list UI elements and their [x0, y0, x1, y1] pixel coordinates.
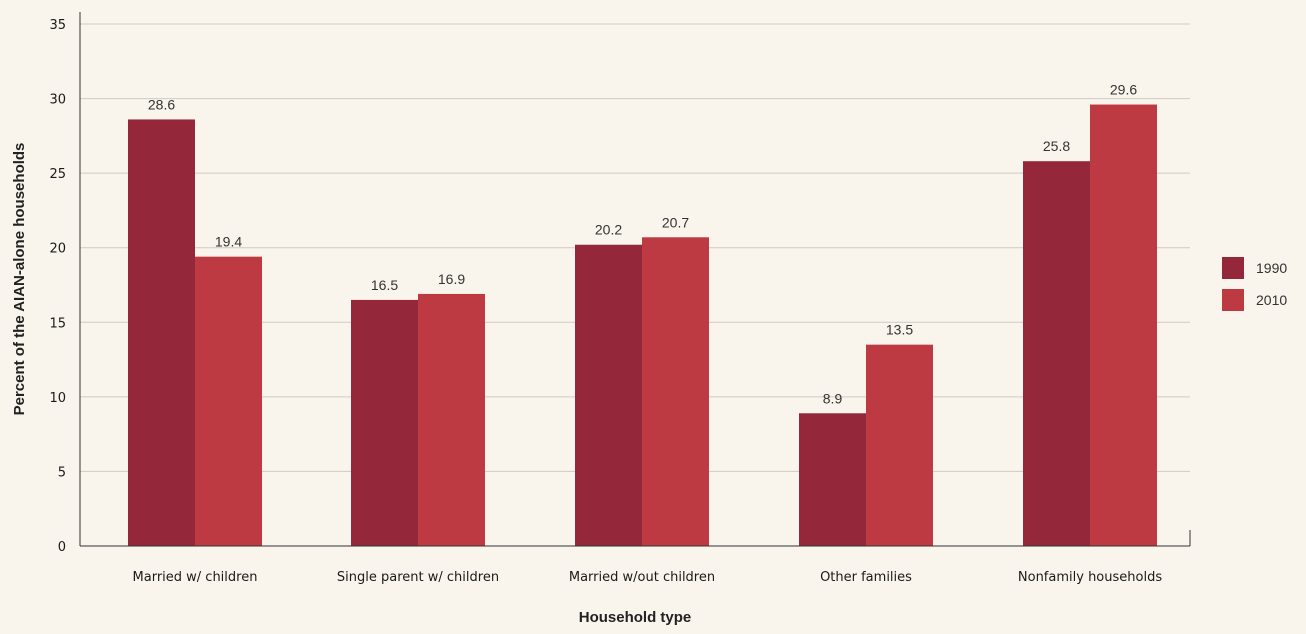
bar-value-label: 29.6 — [1110, 82, 1137, 98]
bar-2010 — [642, 237, 709, 546]
bar-value-label: 25.8 — [1043, 138, 1070, 154]
legend: 1990 2010 — [1222, 257, 1287, 311]
axes — [79, 12, 1191, 547]
bar-value-label: 20.2 — [595, 222, 622, 238]
bar-1990 — [1023, 161, 1090, 546]
x-category-labels: Married w/ children Single parent w/ chil… — [133, 570, 1163, 585]
x-category-label: Married w/out children — [569, 570, 715, 585]
y-tick-label: 35 — [49, 18, 66, 33]
data-labels: 28.6 19.4 16.5 16.9 20.2 20.7 8.9 13.5 25.8 29.6 — [148, 82, 1137, 407]
bar-value-label: 20.7 — [662, 214, 689, 230]
y-tick-label: 15 — [49, 316, 66, 331]
bar-1990 — [351, 299, 418, 546]
x-category-label: Single parent w/ children — [337, 570, 499, 585]
x-axis-title: Household type — [579, 609, 692, 626]
y-tick-label: 0 — [58, 540, 66, 555]
bar-value-label: 16.9 — [438, 271, 465, 287]
bar-value-label: 16.5 — [371, 277, 398, 293]
bar-2010 — [418, 293, 485, 546]
bar-2010 — [195, 256, 262, 546]
y-tick-label: 30 — [49, 93, 66, 108]
bar-2010 — [866, 344, 933, 546]
y-tick-label: 20 — [49, 242, 66, 257]
bar-value-label: 28.6 — [148, 96, 175, 112]
bars — [128, 104, 1157, 547]
legend-swatch-1990 — [1222, 257, 1244, 279]
x-category-label: Nonfamily households — [1018, 570, 1162, 585]
bar-value-label: 19.4 — [215, 234, 242, 250]
x-category-label: Married w/ children — [133, 570, 258, 585]
legend-swatch-2010 — [1222, 289, 1244, 311]
legend-label-2010: 2010 — [1256, 292, 1287, 308]
bar-value-label: 8.9 — [823, 390, 843, 406]
bar-value-label: 13.5 — [886, 322, 913, 338]
y-tick-labels: 0 5 10 15 20 25 30 35 — [49, 18, 66, 555]
y-tick-label: 5 — [58, 465, 66, 480]
legend-label-1990: 1990 — [1256, 260, 1287, 276]
x-category-label: Other families — [820, 570, 912, 585]
bar-2010 — [1090, 104, 1157, 546]
bar-1990 — [128, 119, 195, 547]
y-tick-label: 10 — [49, 391, 66, 406]
bar-1990 — [575, 244, 642, 546]
y-axis-title: Percent of the AIAN-alone households — [11, 143, 28, 416]
y-tick-label: 25 — [49, 167, 66, 182]
bar-1990 — [799, 413, 866, 546]
